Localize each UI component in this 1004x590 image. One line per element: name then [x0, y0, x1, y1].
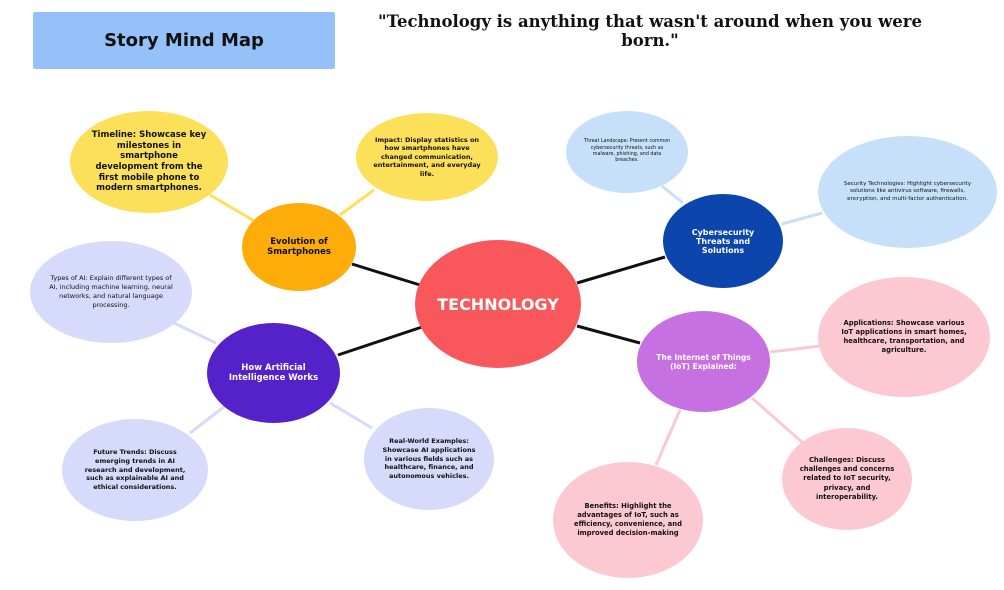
connector-smartphones-timeline [209, 193, 257, 224]
title-box: Story Mind Map [33, 12, 335, 69]
smartphones-timeline-node[interactable]: Timeline: Showcase key milestones in sma… [70, 111, 228, 213]
smartphones-impact-node[interactable]: Impact: Display statistics on how smartp… [356, 113, 498, 201]
cyber-security-text: Security Technologies: Highlight cyberse… [843, 180, 972, 202]
iot-benefits-node[interactable]: Benefits: Highlight the advantages of Io… [553, 462, 703, 578]
connector-iot-applications [769, 344, 821, 354]
cybersecurity-label: Cybersecurity Threats and Solutions [691, 227, 755, 255]
connector-cyber-threat [661, 184, 684, 205]
connector-smartphones-impact [339, 188, 375, 217]
ai-future-node[interactable]: Future Trends: Discuss emerging trends i… [62, 419, 208, 521]
cybersecurity-node[interactable]: Cybersecurity Threats and Solutions [663, 194, 783, 288]
connector-center-ai [337, 325, 423, 357]
ai-node[interactable]: How Artificial Intelligence Works [207, 323, 340, 423]
cyber-threat-text: Threat Landscape: Present common cyberse… [583, 139, 671, 164]
page-title: Story Mind Map [104, 30, 264, 51]
connector-iot-challenges [751, 396, 804, 445]
connector-center-cybersecurity [576, 255, 666, 285]
smartphones-label: Evolution of Smartphones [267, 237, 331, 257]
ai-types-node[interactable]: Types of AI: Explain different types of … [30, 241, 192, 343]
iot-benefits-text: Benefits: Highlight the advantages of Io… [574, 501, 682, 538]
smartphones-node[interactable]: Evolution of Smartphones [242, 203, 356, 291]
center-node[interactable]: TECHNOLOGY [415, 240, 581, 368]
iot-challenges-text: Challenges: Discuss challenges and conce… [799, 456, 895, 501]
connector-cyber-security [781, 211, 823, 226]
smartphones-timeline-text: Timeline: Showcase key milestones in sma… [91, 130, 207, 194]
iot-label: The Internet of Things (IoT) Explained: [656, 352, 751, 371]
connector-center-smartphones [351, 262, 421, 287]
connector-iot-benefits [654, 409, 682, 466]
iot-applications-node[interactable]: Applications: Showcase various IoT appli… [818, 277, 990, 397]
cyber-threat-node[interactable]: Threat Landscape: Present common cyberse… [566, 111, 688, 193]
ai-realworld-node[interactable]: Real-World Examples: Showcase AI applica… [364, 408, 494, 510]
iot-challenges-node[interactable]: Challenges: Discuss challenges and conce… [782, 428, 912, 530]
ai-realworld-text: Real-World Examples: Showcase AI applica… [382, 437, 476, 481]
ai-types-text: Types of AI: Explain different types of … [49, 274, 173, 309]
iot-node[interactable]: The Internet of Things (IoT) Explained: [637, 311, 770, 412]
ai-label: How Artificial Intelligence Works [228, 363, 319, 383]
connector-ai-types [171, 320, 217, 345]
connector-center-iot [576, 324, 641, 345]
smartphones-impact-text: Impact: Display statistics on how smartp… [373, 135, 481, 178]
connector-ai-future [189, 404, 226, 435]
cyber-security-node[interactable]: Security Technologies: Highlight cyberse… [818, 136, 997, 248]
ai-future-text: Future Trends: Discuss emerging trends i… [84, 448, 186, 492]
center-label: TECHNOLOGY [437, 294, 559, 314]
iot-applications-text: Applications: Showcase various IoT appli… [841, 318, 967, 355]
header-quote: "Technology is anything that wasn't arou… [377, 12, 922, 50]
connector-ai-realworld [329, 401, 373, 430]
